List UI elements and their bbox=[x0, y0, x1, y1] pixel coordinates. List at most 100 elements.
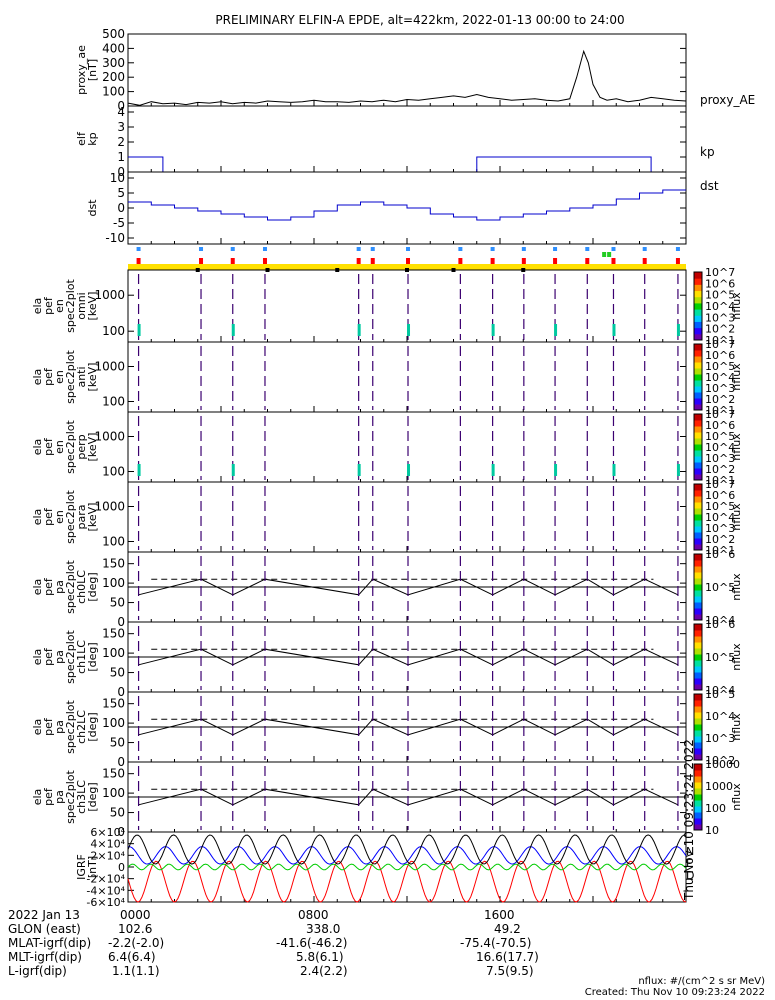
elx_pef_en_spec2plot_omni-colorbar-frame bbox=[693, 271, 703, 341]
elx_pef_pa_spec2plot_ch1LC-colorbar-swatch bbox=[694, 648, 702, 655]
ylabel-word: ela bbox=[31, 298, 44, 315]
orbit-marker-red bbox=[611, 258, 616, 264]
elx_pef_en_spec2plot_anti-colorbar-swatch bbox=[694, 392, 702, 399]
proxy-ae-line bbox=[127, 49, 687, 106]
footer-value: 102.6 bbox=[118, 922, 153, 936]
kp-series-label: kp bbox=[700, 145, 715, 159]
proxy-ae-series-label: proxy_AE bbox=[700, 93, 755, 107]
elx_pef_en_spec2plot_para-colorbar-frame bbox=[693, 483, 703, 551]
footer-ephemeris: 2022 Jan 13 0000 0800 1600 GLON (east) 1… bbox=[8, 908, 768, 998]
elx_pef_pa_spec2plot_ch0LC-colorbar-ticklabel: 10^4 bbox=[705, 614, 735, 627]
ylabel-word: pef bbox=[42, 717, 55, 736]
ylabel-word: proxy_ae bbox=[75, 45, 88, 95]
ylabel-word: omni bbox=[75, 292, 88, 319]
ylabel-word: pa bbox=[53, 790, 66, 804]
elx_pef_en_spec2plot_para-colorbar-swatch bbox=[694, 532, 702, 539]
footer-value: 1.1(1.1) bbox=[112, 964, 160, 978]
elx_pef_pa_spec2plot_ch3LC-colorbar-swatch bbox=[694, 764, 702, 771]
elx_pef_pa_spec2plot_ch1LC-colorbar-ticklabel: 10^5 bbox=[705, 651, 735, 664]
footer-value: -2.2(-2.0) bbox=[108, 936, 165, 950]
orbit-marker-red bbox=[553, 258, 558, 264]
elx_pef_en_spec2plot_anti-colorbar-swatch bbox=[694, 368, 702, 375]
elx_pef_pa_spec2plot_ch0LC-ticklabel: 100 bbox=[102, 576, 125, 590]
elx_pef_en_spec2plot_omni-colorbar-ticklabel: 10^1 bbox=[705, 334, 735, 347]
elx_pef_pa_spec2plot_ch1LC-colorbar-ticklabel: 10^4 bbox=[705, 684, 735, 697]
elx_pef_en_spec2plot_anti-colorbar-swatch bbox=[694, 398, 702, 405]
proxy-ae-frame bbox=[127, 33, 687, 107]
elx_pef_en_spec2plot_anti-colorbar-ticklabel: 10^5 bbox=[705, 360, 735, 373]
elx_pef_pa_spec2plot_ch1LC-colorbar-swatch bbox=[694, 660, 702, 667]
elx_pef_en_spec2plot_perp-colorbar-ticklabel: 10^4 bbox=[705, 441, 735, 454]
dst-ticklabel: 5 bbox=[117, 186, 125, 200]
ylabel-word: [nT] bbox=[86, 856, 99, 878]
elx_pef_en_spec2plot_perp-spike-low bbox=[407, 464, 411, 476]
elx_pef_pa_spec2plot_ch1LC-colorbar-label: nflux bbox=[730, 643, 743, 671]
kp-ticklabel: 0 bbox=[117, 165, 125, 179]
kp-ticklabel: 4 bbox=[117, 105, 125, 119]
elx_pef_en_spec2plot_anti-colorbar-ticklabel: 10^4 bbox=[705, 371, 735, 384]
panels-group: 0100200300400500proxy_ae[nT]proxy_AE0123… bbox=[31, 27, 755, 909]
elx_pef_pa_spec2plot_ch3LC-colorbar-ticklabel: 1000 bbox=[705, 780, 733, 793]
elx_pef_en_spec2plot_omni-colorbar-ticklabel: 10^3 bbox=[705, 311, 735, 324]
elx_pef_en_spec2plot_para-ticklabel: 1000 bbox=[94, 500, 125, 514]
elx_pef_pa_spec2plot_ch3LC-colorbar-swatch bbox=[694, 800, 702, 807]
elx_pef_en_spec2plot_perp-colorbar-ticklabel: 10^2 bbox=[705, 463, 735, 476]
elx_pef_pa_spec2plot_ch1LC-ticklabel: 0 bbox=[117, 685, 125, 699]
footer-label: L-igrf(dip) bbox=[8, 964, 67, 978]
ylabel-word: pef bbox=[42, 367, 55, 386]
elx_pef_en_spec2plot_omni-colorbar-swatch bbox=[694, 327, 702, 335]
elx_pef_en_spec2plot_omni-colorbar-swatch bbox=[694, 302, 702, 310]
elx_pef_en_spec2plot_omni-colorbar-ticklabel: 10^6 bbox=[705, 277, 735, 290]
ylabel-word: [keV] bbox=[86, 503, 99, 532]
elx_pef_pa_spec2plot_ch3LC-colorbar-swatch bbox=[694, 776, 702, 783]
elx_pef_en_spec2plot_perp-colorbar-ticklabel: 10^6 bbox=[705, 419, 735, 432]
orbit-marker-blue bbox=[490, 247, 495, 251]
elx_pef_pa_spec2plot_ch3LC-ticklabel: 100 bbox=[102, 786, 125, 800]
elx_pef_en_spec2plot_perp-spike-low bbox=[676, 464, 680, 476]
elx_pef_pa_spec2plot_ch2LC-colorbar-swatch bbox=[694, 724, 702, 731]
ylabel-word: [keV] bbox=[86, 292, 99, 321]
igrf-series-n bbox=[127, 834, 687, 865]
elx_pef_pa_spec2plot_ch3LC-colorbar-swatch bbox=[694, 818, 702, 825]
proxy-ae-ticklabel: 200 bbox=[102, 70, 125, 84]
elx_pef_en_spec2plot_anti-colorbar-swatch bbox=[694, 374, 702, 381]
ylabel-word: pa bbox=[53, 580, 66, 594]
proxy-ae-ticklabel: 400 bbox=[102, 41, 125, 55]
elx_pef_en_spec2plot_omni-spike-low bbox=[231, 324, 235, 336]
elx_pef_en_spec2plot_para-colorbar-ticklabel: 10^7 bbox=[705, 478, 735, 491]
elx_pef_en_spec2plot_anti-colorbar-label: nflux bbox=[730, 363, 743, 391]
igrf-series-z bbox=[127, 863, 687, 871]
orbit-marker-red bbox=[370, 258, 375, 264]
elx_pef_en_spec2plot_perp-spike-low bbox=[554, 464, 558, 476]
elx_pef_en_spec2plot_anti-colorbar-swatch bbox=[694, 350, 702, 357]
elx_pef_en_spec2plot_omni-frame bbox=[127, 269, 687, 343]
elx_pef_pa_spec2plot_ch1LC-colorbar-swatch bbox=[694, 654, 702, 661]
ylabel-word: pef bbox=[42, 787, 55, 806]
ylabel-word: ela bbox=[31, 439, 44, 456]
footer-value: 16.6(17.7) bbox=[476, 950, 539, 964]
igrf-ticklabel: 6×10⁴ bbox=[90, 826, 125, 839]
orbit-marker-red bbox=[642, 258, 647, 264]
elx_pef_pa_spec2plot_ch0LC-ticklabel: 0 bbox=[117, 615, 125, 629]
orbit-marker-blue bbox=[458, 247, 463, 251]
elx_pef_en_spec2plot_anti-colorbar-ticklabel: 10^3 bbox=[705, 382, 735, 395]
dst-ticklabel: 10 bbox=[110, 171, 125, 185]
footer-label: MLAT-igrf(dip) bbox=[8, 936, 92, 950]
orbit-marker-blue bbox=[611, 247, 616, 251]
ylabel-word: spec2plot bbox=[64, 630, 77, 684]
elx_pef_pa_spec2plot_ch2LC-colorbar-ticklabel: 10^3 bbox=[705, 732, 735, 745]
elx_pef_en_spec2plot_omni-colorbar-swatch bbox=[694, 321, 702, 329]
elx_pef_en_spec2plot_anti-ticklabel: 1000 bbox=[94, 360, 125, 374]
elx_pef_en_spec2plot_perp-ticklabel: 1000 bbox=[94, 430, 125, 444]
footer-value: -75.4(-70.5) bbox=[460, 936, 532, 950]
elx_pef_en_spec2plot_para-colorbar-swatch bbox=[694, 490, 702, 497]
elx_pef_pa_spec2plot_ch2LC-ticklabel: 0 bbox=[117, 755, 125, 769]
ylabel-word: para bbox=[75, 505, 88, 530]
orbit-marker-blue bbox=[199, 247, 204, 251]
elx_pef_pa_spec2plot_ch1LC-colorbar-swatch bbox=[694, 636, 702, 643]
elx_pef_pa_spec2plot_ch2LC-ticklabel: 150 bbox=[102, 697, 125, 711]
credits: nflux: #/(cm^2 s sr MeV) Created: Thu No… bbox=[585, 976, 765, 998]
